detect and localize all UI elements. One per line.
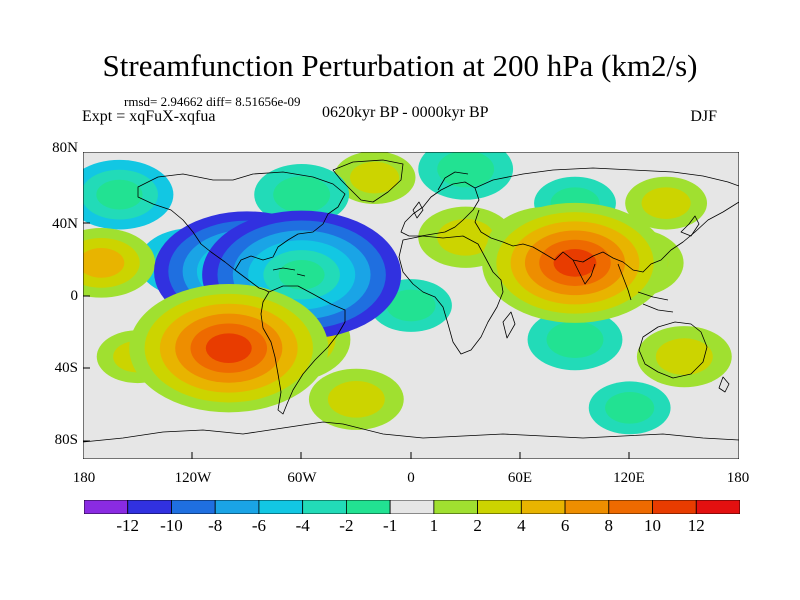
lat-label-40n: 40N xyxy=(52,216,78,232)
coastline-greenland xyxy=(332,159,404,203)
plot-title: Streamfunction Perturbation at 200 hPa (… xyxy=(102,48,698,83)
coastline-north-america xyxy=(137,171,346,271)
lat-label-80n: 80N xyxy=(52,140,78,156)
anomaly-contour xyxy=(83,247,125,278)
lon-label-60w: 60W xyxy=(287,470,317,486)
colorbar-swatch xyxy=(258,500,304,514)
lon-label-120e: 120E xyxy=(613,470,645,486)
coastlines xyxy=(83,159,739,443)
anomaly-contour xyxy=(96,179,143,210)
experiment-label: Expt = xqFuX-xqfua xyxy=(82,108,216,125)
colorbar-swatch xyxy=(564,500,610,514)
map-panel xyxy=(83,152,739,459)
coastline-india xyxy=(572,259,596,285)
colorbar-swatch xyxy=(608,500,653,514)
lon-label-180e: 180 xyxy=(726,470,750,486)
colorbar-label: -12 xyxy=(116,516,140,535)
lat-label-40s: 40S xyxy=(54,360,78,376)
coastline-asia xyxy=(474,167,739,273)
anomaly-contour xyxy=(553,249,597,277)
anomaly-contour xyxy=(327,380,385,418)
colorbar-label: -10 xyxy=(160,516,183,535)
colorbar-swatch xyxy=(171,500,216,514)
colorbar-label: -8 xyxy=(208,516,223,535)
colorbar-swatch xyxy=(477,500,522,514)
coastline-africa xyxy=(398,235,504,355)
coastline-australia xyxy=(638,321,708,379)
colorbar-swatch xyxy=(84,500,129,514)
coastline-japan xyxy=(680,215,700,237)
anomaly-contour xyxy=(641,187,691,220)
colorbar-label: 8 xyxy=(604,516,614,535)
lat-label-80s: 80S xyxy=(54,432,78,448)
colorbar-label: -2 xyxy=(339,516,354,535)
colorbar-swatch xyxy=(345,500,391,514)
anomaly-contour xyxy=(655,338,713,376)
colorbar-label: 4 xyxy=(517,516,526,535)
colorbar-swatch xyxy=(520,500,566,514)
coastline-south-america xyxy=(260,285,346,415)
coastline-antarctica xyxy=(83,421,739,443)
colorbar-swatch xyxy=(302,500,347,514)
lon-label-60e: 60E xyxy=(507,470,533,486)
anomaly-contour xyxy=(350,161,400,194)
anomaly-contour xyxy=(546,321,604,358)
colorbar-label: 1 xyxy=(429,516,439,535)
anomaly-contour xyxy=(205,333,252,363)
colorbar-label: -1 xyxy=(383,516,398,535)
coastline-new-zealand xyxy=(718,376,730,393)
colorbar-label: 2 xyxy=(473,516,482,535)
colorbar-label: 6 xyxy=(560,516,570,535)
colorbar-swatch xyxy=(127,500,172,514)
colorbar-swatch xyxy=(695,500,740,514)
colorbar-swatch xyxy=(652,500,697,514)
stats-label: rmsd= 2.94662 diff= 8.51656e-09 xyxy=(124,94,301,109)
anomaly-contour xyxy=(273,176,331,213)
coastline-se-asia xyxy=(617,263,674,313)
colorbar-label: 12 xyxy=(687,516,705,535)
coastline-madagascar xyxy=(502,311,516,339)
coastline-europe xyxy=(400,181,480,237)
colorbar-swatch xyxy=(214,500,260,514)
lon-label-180w: 180 xyxy=(72,470,96,486)
period-label: 0620kyr BP - 0000kyr BP xyxy=(322,104,489,121)
anomaly-contour xyxy=(437,152,495,188)
lon-label-120w: 120W xyxy=(174,470,212,486)
colorbar-label: 10 xyxy=(644,516,662,535)
colorbar-swatch xyxy=(389,500,435,514)
season-label: DJF xyxy=(690,108,717,125)
coastline-central-america xyxy=(234,269,270,293)
coastline-uk xyxy=(412,201,424,219)
coastline-scandinavia xyxy=(437,171,469,191)
coastline-caribbean xyxy=(272,267,306,277)
lon-label-0: 0 xyxy=(407,470,415,486)
lat-label-equator: 0 xyxy=(70,288,79,304)
colorbar-swatch xyxy=(433,500,479,514)
anomaly-contour xyxy=(386,289,436,322)
colorbar-label: -6 xyxy=(251,516,266,535)
tick-marks xyxy=(83,222,739,459)
colorbar xyxy=(84,500,740,514)
anomaly-contour xyxy=(605,391,655,424)
colorbar-label: -4 xyxy=(295,516,310,535)
